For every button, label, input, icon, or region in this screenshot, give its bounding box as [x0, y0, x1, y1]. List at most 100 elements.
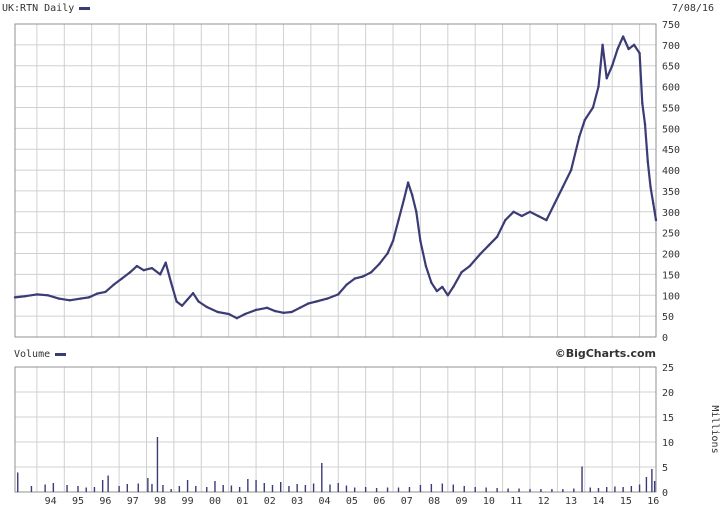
chart-title: UK:RTN Daily	[2, 3, 91, 15]
price-point	[646, 160, 649, 163]
volume-y-tick-label: 10	[662, 438, 674, 449]
volume-bar	[474, 487, 476, 492]
price-point	[57, 297, 61, 300]
volume-bar	[77, 486, 79, 492]
x-axis: 94 95 96 97 98 99 00 01 02 03 04 05 06 07 08 09 10 11 12 13…	[45, 496, 660, 507]
price-y-tick-label: 600	[662, 83, 680, 94]
price-point	[495, 235, 499, 239]
price-point	[142, 269, 145, 272]
volume-y-tick-label: 20	[662, 388, 674, 399]
x-tick-label: 14	[592, 496, 604, 507]
ticker-label: UK:RTN Daily	[2, 3, 75, 14]
volume-bar	[195, 486, 197, 492]
volume-bar	[573, 488, 575, 492]
price-point	[419, 239, 422, 243]
volume-grid	[15, 366, 656, 493]
price-grid	[15, 23, 656, 338]
x-tick-label: 94	[45, 496, 57, 507]
price-y-tick-label: 0	[662, 333, 668, 344]
volume-bar	[238, 487, 241, 492]
volume-bar	[638, 484, 641, 492]
volume-bar	[653, 481, 656, 492]
price-point	[654, 218, 658, 222]
price-point	[175, 300, 178, 303]
price-point	[326, 297, 329, 300]
volume-bar	[280, 482, 282, 492]
x-tick-label: 11	[510, 496, 522, 507]
volume-bar	[52, 483, 55, 492]
volume-bar	[463, 486, 465, 492]
price-point	[435, 289, 439, 293]
volume-bar	[419, 485, 422, 492]
price-point	[345, 283, 348, 287]
volume-bar	[441, 483, 444, 492]
volume-y-axis-label: Millions	[709, 405, 720, 453]
price-point	[452, 285, 455, 289]
x-tick-label: 08	[428, 496, 440, 507]
price-y-tick-label: 450	[662, 145, 680, 156]
price-point	[128, 271, 132, 274]
price-point	[391, 239, 395, 243]
price-point	[68, 299, 71, 302]
volume-bar	[255, 480, 257, 492]
price-point	[197, 300, 200, 303]
volume-bar	[614, 486, 616, 492]
volume-bar	[247, 479, 249, 492]
volume-bar	[540, 489, 542, 492]
volume-bar	[156, 437, 159, 492]
price-point	[578, 135, 581, 138]
price-y-tick-label: 200	[662, 250, 680, 261]
x-tick-label: 99	[182, 496, 194, 507]
volume-bar	[518, 488, 520, 492]
price-point	[35, 293, 39, 296]
price-point	[186, 298, 189, 301]
volume-bar	[137, 483, 139, 492]
price-point	[632, 43, 636, 47]
price-point	[479, 252, 482, 255]
volume-bar	[589, 487, 591, 492]
x-tick-label: 00	[209, 496, 221, 507]
volume-bar	[386, 487, 389, 492]
price-point	[504, 218, 507, 222]
volume-swatch	[55, 352, 67, 356]
x-tick-label: 07	[401, 496, 413, 507]
price-point	[361, 275, 365, 278]
volume-bar	[93, 487, 96, 492]
volume-bar	[126, 484, 129, 492]
price-point	[415, 210, 418, 213]
price-point	[13, 296, 17, 299]
x-tick-label: 05	[346, 496, 358, 507]
volume-bar	[364, 487, 367, 492]
volume-bar	[329, 484, 331, 492]
volume-bar	[529, 489, 531, 492]
volume-bar	[496, 488, 498, 492]
price-point	[169, 281, 173, 284]
price-y-tick-label: 500	[662, 124, 680, 135]
price-point	[487, 243, 491, 247]
price-point	[583, 118, 586, 122]
price-point	[649, 185, 652, 188]
volume-bar	[397, 487, 400, 492]
price-point	[616, 47, 619, 51]
price-point	[411, 193, 414, 197]
price-point	[79, 297, 82, 300]
volume-bar	[151, 484, 153, 492]
price-point	[120, 277, 124, 280]
volume-bar	[597, 488, 600, 492]
price-point	[290, 310, 293, 314]
price-point	[164, 261, 167, 264]
volume-bar	[147, 478, 149, 492]
price-point	[424, 264, 428, 268]
price-point	[191, 291, 195, 295]
price-y-tick-label: 350	[662, 187, 680, 198]
price-y-tick-label: 400	[662, 166, 680, 177]
volume-bar	[485, 487, 487, 492]
price-point	[430, 281, 433, 284]
volume-label: Volume	[14, 349, 67, 361]
price-y-tick-label: 250	[662, 229, 680, 240]
volume-bar	[206, 487, 208, 492]
price-point	[24, 294, 28, 298]
price-y-tick-label: 100	[662, 291, 680, 302]
volume-bar	[430, 484, 433, 492]
volume-bar	[452, 484, 454, 492]
